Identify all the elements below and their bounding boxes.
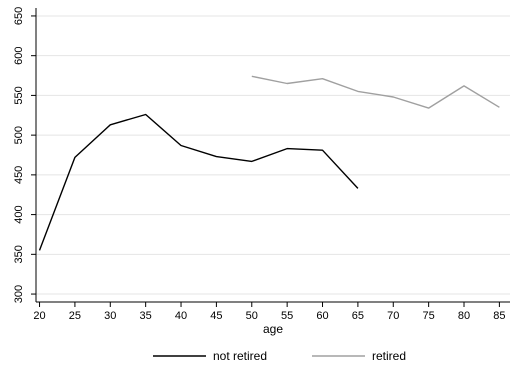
x-tick-label: 50 <box>246 310 258 322</box>
y-tick-label: 500 <box>13 126 25 144</box>
y-tick-label: 450 <box>13 166 25 184</box>
x-tick-label: 55 <box>281 310 293 322</box>
x-tick-label: 65 <box>352 310 364 322</box>
y-tick-label: 350 <box>13 245 25 263</box>
y-tick-label: 600 <box>13 46 25 64</box>
grid-lines <box>36 15 510 295</box>
axes: 300 350 400 450 500 550 600 650 20 25 30 35 40 45 50 55… <box>13 7 510 322</box>
y-tick-label: 550 <box>13 86 25 104</box>
series-line-not-retired <box>38 113 359 251</box>
legend-label: retired <box>372 349 406 363</box>
x-tick-label: 75 <box>423 310 435 322</box>
series-line-retired <box>251 75 500 109</box>
x-tick-label: 80 <box>458 310 470 322</box>
x-tick-label: 20 <box>33 310 45 322</box>
x-tick-label: 60 <box>316 310 328 322</box>
x-tick-label: 40 <box>175 310 187 322</box>
y-tick-label: 300 <box>13 285 25 303</box>
y-tick-label: 400 <box>13 205 25 223</box>
x-axis-title: age <box>263 322 283 336</box>
x-tick-label: 70 <box>387 310 399 322</box>
x-tick-label: 25 <box>69 310 81 322</box>
x-tick-label: 30 <box>104 310 116 322</box>
x-tick-label: 85 <box>493 310 505 322</box>
legend-label: not retired <box>213 349 267 363</box>
series-lines <box>38 75 500 251</box>
x-tick-label: 45 <box>210 310 222 322</box>
legend: not retired retired <box>153 349 406 363</box>
y-tick-label: 650 <box>13 7 25 25</box>
x-tick-label: 35 <box>140 310 152 322</box>
